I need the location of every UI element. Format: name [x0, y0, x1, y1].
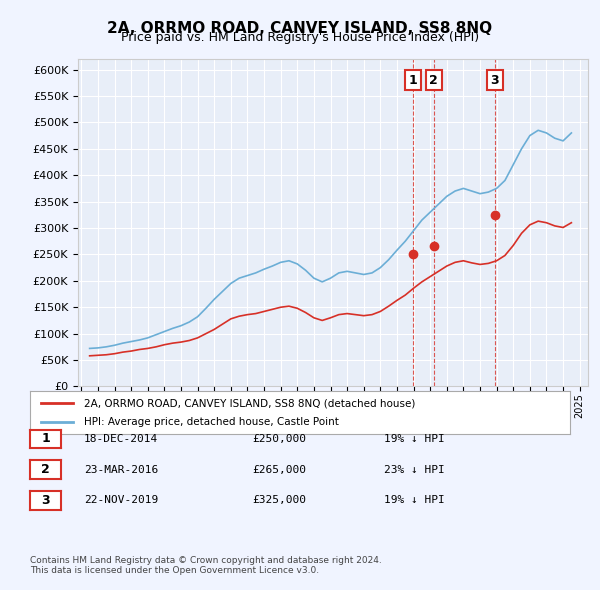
Text: 3: 3: [41, 494, 50, 507]
Text: 18-DEC-2014: 18-DEC-2014: [84, 434, 158, 444]
Text: 1: 1: [409, 74, 417, 87]
Text: 2: 2: [430, 74, 438, 87]
Text: 2A, ORRMO ROAD, CANVEY ISLAND, SS8 8NQ (detached house): 2A, ORRMO ROAD, CANVEY ISLAND, SS8 8NQ (…: [84, 398, 415, 408]
Text: £250,000: £250,000: [252, 434, 306, 444]
Text: 3: 3: [490, 74, 499, 87]
Text: 22-NOV-2019: 22-NOV-2019: [84, 496, 158, 505]
Text: 23% ↓ HPI: 23% ↓ HPI: [384, 465, 445, 474]
Text: 23-MAR-2016: 23-MAR-2016: [84, 465, 158, 474]
Text: 1: 1: [41, 432, 50, 445]
Text: 19% ↓ HPI: 19% ↓ HPI: [384, 496, 445, 505]
Text: 2A, ORRMO ROAD, CANVEY ISLAND, SS8 8NQ: 2A, ORRMO ROAD, CANVEY ISLAND, SS8 8NQ: [107, 21, 493, 35]
Text: £265,000: £265,000: [252, 465, 306, 474]
Text: 2: 2: [41, 463, 50, 476]
Text: 19% ↓ HPI: 19% ↓ HPI: [384, 434, 445, 444]
Text: £325,000: £325,000: [252, 496, 306, 505]
Text: HPI: Average price, detached house, Castle Point: HPI: Average price, detached house, Cast…: [84, 417, 339, 427]
Text: Price paid vs. HM Land Registry's House Price Index (HPI): Price paid vs. HM Land Registry's House …: [121, 31, 479, 44]
Text: Contains HM Land Registry data © Crown copyright and database right 2024.
This d: Contains HM Land Registry data © Crown c…: [30, 556, 382, 575]
